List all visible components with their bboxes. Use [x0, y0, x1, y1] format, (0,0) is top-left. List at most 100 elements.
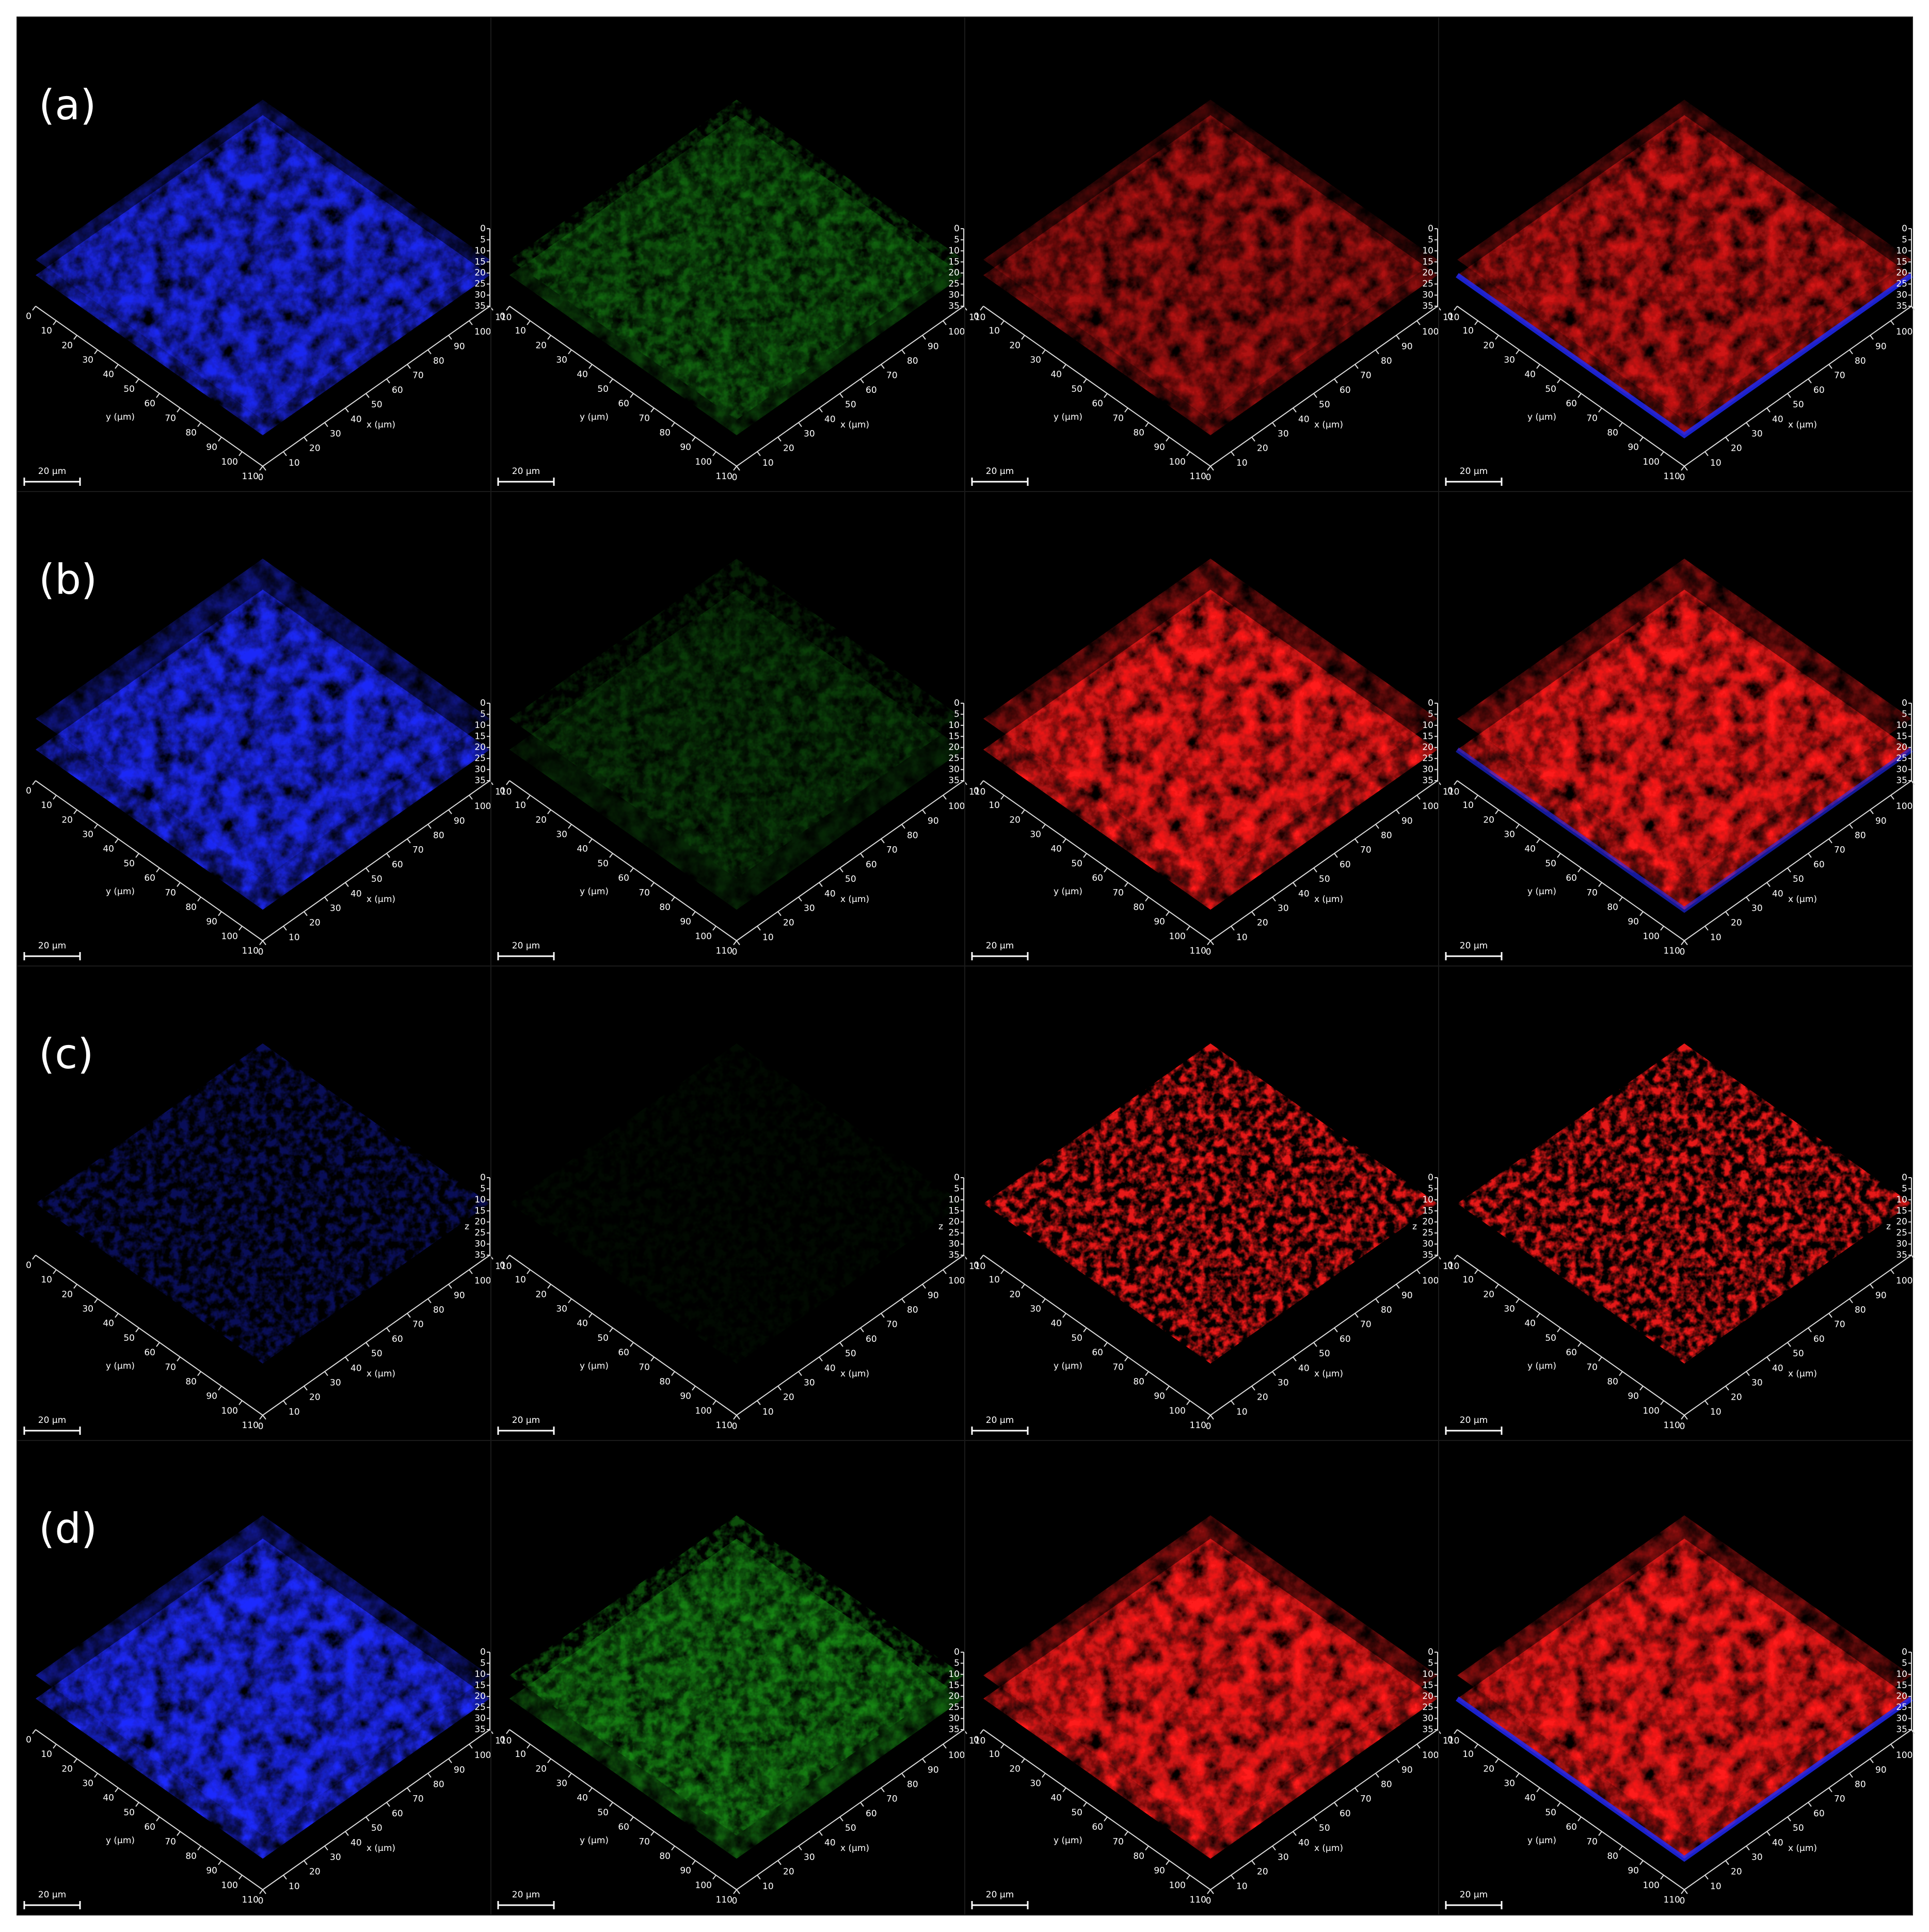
y-tick [527, 1744, 531, 1749]
y-tick-label: 90 [1628, 1391, 1639, 1402]
y-tick [980, 306, 984, 311]
x-tick [1828, 1313, 1832, 1318]
y-tick-label: 10 [515, 1749, 526, 1760]
y-tick-label: 90 [1154, 917, 1165, 927]
x-tick [901, 824, 905, 829]
y-tick-label: 40 [103, 1319, 114, 1329]
y-axis [35, 780, 263, 941]
y-tick-label: 90 [1154, 442, 1165, 453]
x-tick-label: 20 [309, 918, 321, 928]
y-tick [1186, 451, 1190, 456]
x-tick [1704, 1875, 1709, 1880]
z-tick-label: 15 [474, 731, 486, 741]
x-tick [901, 1772, 905, 1778]
y-tick [527, 320, 531, 325]
y-tick [609, 1327, 613, 1333]
y-tick-label: 110 [242, 1895, 259, 1905]
x-tick [262, 1889, 266, 1894]
y-tick-label: 60 [1566, 873, 1577, 883]
y-tick [156, 867, 160, 873]
y-tick [1145, 1371, 1149, 1376]
z-tick-label: 0 [954, 1173, 960, 1183]
y-tick [588, 364, 593, 369]
y-tick-label: 90 [680, 1866, 691, 1876]
z-axis-label: z [1412, 1222, 1417, 1232]
y-tick-label: 80 [1133, 902, 1144, 912]
sample-surface [1457, 100, 1911, 420]
z-tick-label: 25 [1896, 753, 1907, 764]
x-tick-label: 90 [1875, 1290, 1887, 1301]
z-tick-label: 35 [1422, 775, 1433, 786]
x-tick-label: 60 [392, 1809, 403, 1819]
x-tick-label: 50 [1793, 1349, 1804, 1359]
y-tick [1042, 1772, 1046, 1778]
y-tick [259, 1889, 263, 1894]
y-tick [1536, 838, 1540, 844]
y-tick-label: 50 [123, 384, 135, 394]
z-tick-label: 35 [948, 1724, 960, 1735]
x-tick [1746, 896, 1750, 902]
x-tick [469, 1269, 473, 1274]
scale-bar-label: 20 µm [1460, 1890, 1488, 1900]
y-tick-label: 110 [242, 946, 259, 956]
y-tick-label: 40 [1050, 1319, 1062, 1329]
x-tick [819, 1831, 823, 1836]
y-tick [135, 1327, 139, 1333]
z-tick-label: 5 [480, 709, 486, 719]
x-tick-label: 90 [928, 341, 939, 352]
x-tick-label: 100 [948, 327, 965, 337]
y-tick-label: 80 [659, 427, 671, 438]
x-tick-label: 50 [845, 400, 856, 410]
x-tick [1849, 1298, 1853, 1304]
z-tick-label: 15 [474, 257, 486, 267]
x-tick-label: 60 [1813, 385, 1825, 395]
y-tick [73, 335, 77, 340]
y-tick-label: 0 [26, 1735, 31, 1745]
y-tick [1516, 1772, 1520, 1778]
z-tick-label: 5 [954, 1183, 960, 1194]
x-tick-label: 80 [433, 1305, 444, 1316]
x-tick-label: 20 [1731, 1392, 1742, 1403]
y-tick-label: 10 [989, 1275, 1000, 1285]
y-axis [509, 1729, 737, 1890]
x-tick [1375, 824, 1379, 829]
y-axis-label: y (µm) [1527, 1361, 1556, 1371]
y-tick [73, 809, 77, 814]
x-tick [1890, 1269, 1894, 1274]
x-tick [922, 809, 926, 814]
y-axis-label: y (µm) [580, 412, 609, 422]
z-tick-label: 20 [1422, 742, 1433, 753]
y-tick-label: 80 [185, 1851, 197, 1861]
x-tick [819, 407, 823, 413]
z-tick-label: 15 [1896, 1206, 1907, 1216]
z-tick-label: 35 [948, 1250, 960, 1260]
y-tick [238, 926, 243, 931]
panel: 0010102020303040405050606070708080909010… [1438, 17, 1929, 492]
y-tick-label: 40 [577, 1793, 588, 1803]
y-tick [1000, 1744, 1005, 1749]
x-tick [262, 466, 266, 471]
x-tick-label: 0 [258, 947, 264, 957]
y-tick [506, 780, 510, 785]
row-label: (c) [39, 1030, 93, 1078]
scale-bar-label: 20 µm [512, 466, 540, 477]
y-tick [568, 824, 572, 829]
x-tick-label: 20 [1257, 444, 1268, 454]
x-tick [1828, 1787, 1832, 1793]
y-tick [32, 1255, 36, 1260]
y-tick [1104, 393, 1108, 398]
z-tick-label: 35 [948, 775, 960, 786]
y-tick [650, 882, 655, 887]
y-tick-label: 20 [535, 1289, 547, 1300]
y-tick [588, 1313, 593, 1318]
scale-bar-label: 20 µm [986, 1890, 1014, 1900]
y-tick-label: 70 [1586, 413, 1598, 423]
y-tick [1660, 1875, 1664, 1880]
y-tick-label: 20 [61, 340, 73, 351]
y-tick-label: 110 [1664, 946, 1680, 956]
panel: 0010102020303040405050606070708080909010… [17, 1440, 512, 1915]
x-tick-label: 30 [1751, 1377, 1763, 1388]
y-tick [1042, 349, 1046, 355]
z-tick-label: 0 [954, 1647, 960, 1657]
x-tick-label: 110 [969, 312, 985, 323]
